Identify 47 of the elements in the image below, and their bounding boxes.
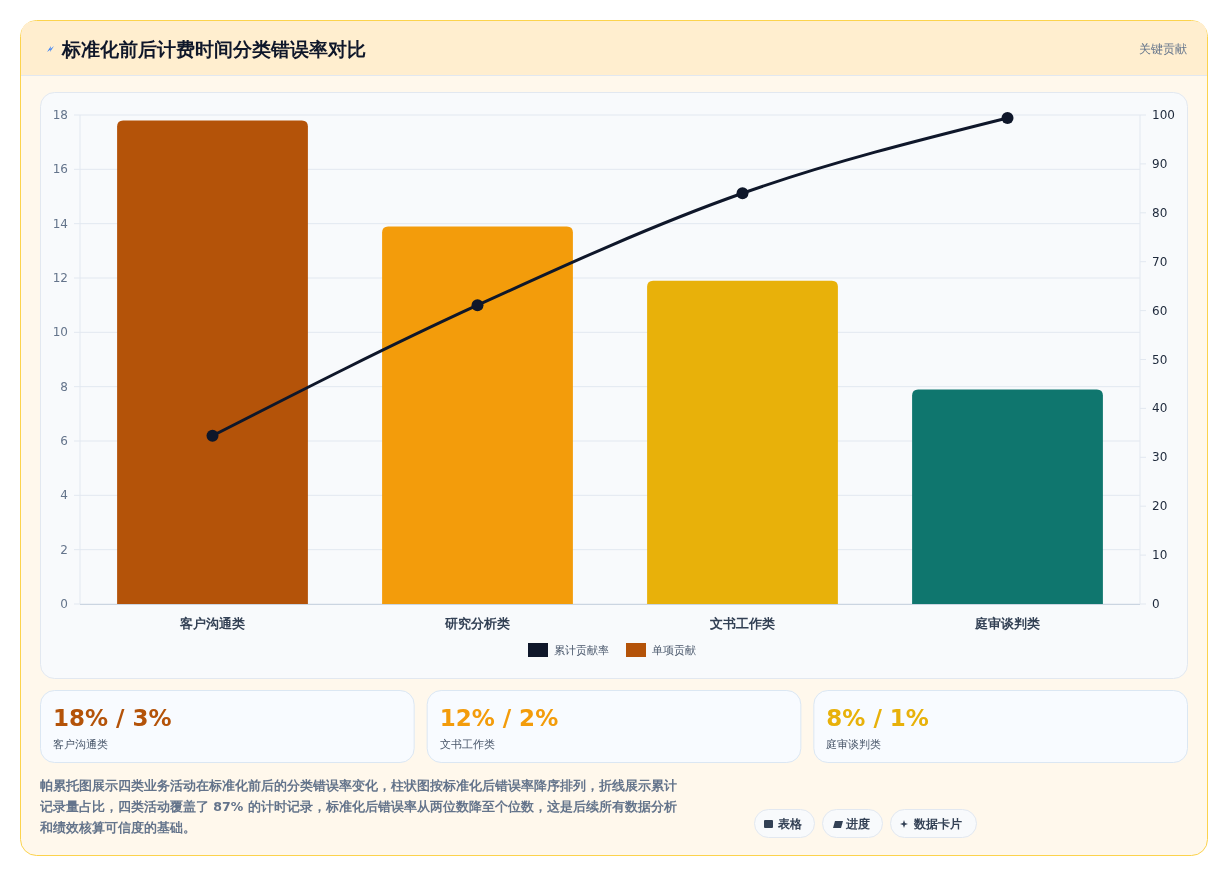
y2-tick-label: 50 [1152, 352, 1168, 367]
y2-tick-label: 60 [1152, 303, 1168, 318]
point [471, 299, 484, 312]
text: 表格 [777, 817, 803, 831]
category-label: 文书工作类 [439, 738, 495, 751]
text: 12% / 2% [439, 705, 559, 731]
y2-tick-label: 30 [1152, 450, 1168, 465]
x-tick-label: 庭审谈判类 [974, 616, 1040, 631]
legend-label: 累计贡献率 [554, 644, 609, 657]
x-tick-label: 文书工作类 [709, 616, 775, 631]
y2-tick-label: 20 [1152, 499, 1168, 514]
legend-label: 单项贡献 [652, 644, 696, 657]
text: 数据卡片 [913, 817, 962, 831]
y-tick-label: 16 [52, 162, 68, 177]
y-tick-label: 0 [60, 597, 68, 611]
point [736, 187, 749, 200]
bar [647, 280, 838, 604]
y2-tick-label: 0 [1152, 597, 1160, 611]
text: 8% / 1% [826, 705, 929, 731]
bar [117, 120, 308, 604]
x-tick-label: 研究分析类 [444, 616, 510, 631]
category-label: 庭审谈判类 [826, 738, 882, 751]
y2-tick-label: 10 [1152, 548, 1168, 563]
y2-tick-label: 40 [1152, 401, 1168, 416]
text: 帕累托图展示四类业务活动在标准化前后的分类错误率变化，柱状图按标准化后错误率降序排列，折线展示累计记录量占比，四类活动覆盖了 87% 的计时记录，标准化后错误率从两位数降至个位数，这是后续所有数据分析和绩效核算可信度的基础。 [40, 777, 678, 837]
bar [912, 389, 1103, 604]
y-tick-label: 12 [52, 271, 68, 285]
y-tick-label: 4 [60, 488, 68, 503]
chart-title: 标准化前后计费时间分类错误率对比 [61, 38, 366, 60]
text: 进度 [845, 817, 870, 831]
y-tick-label: 6 [60, 434, 68, 448]
y2-tick-label: 70 [1152, 254, 1168, 269]
text: 18% / 3% [53, 705, 172, 731]
y-tick-label: 14 [52, 216, 68, 231]
text: 关键贡献 [1139, 42, 1187, 56]
y2-tick-label: 90 [1152, 156, 1168, 171]
bar [382, 226, 573, 604]
point [206, 429, 219, 442]
y-tick-label: 18 [52, 108, 68, 122]
y2-tick-label: 80 [1152, 205, 1168, 220]
point [1001, 111, 1014, 124]
category-label: 客户沟通类 [53, 738, 108, 751]
y-tick-label: 10 [52, 325, 68, 340]
y-tick-label: 8 [60, 379, 68, 394]
y-tick-label: 2 [60, 542, 68, 557]
y2-tick-label: 100 [1152, 108, 1175, 122]
x-tick-label: 客户沟通类 [179, 616, 245, 631]
